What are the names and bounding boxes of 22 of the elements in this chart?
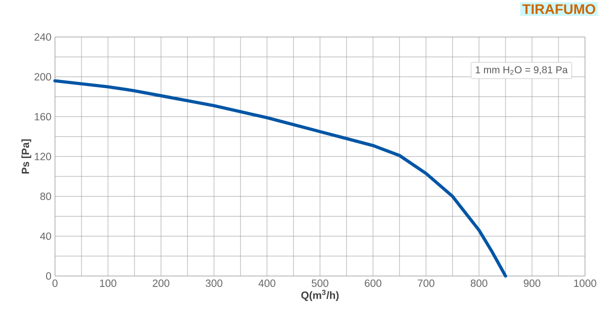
x-tick-label: 200: [152, 280, 170, 287]
y-tick-label: 80: [40, 192, 52, 200]
x-tick-label: 400: [258, 280, 276, 287]
x-tick-label: 500: [312, 280, 328, 287]
x-tick-label: 0: [52, 280, 58, 287]
x-tick-label: 100: [100, 280, 116, 287]
x-tick-label: 800: [470, 280, 488, 287]
x-tick-label: 700: [418, 280, 434, 287]
y-tick-label: 160: [34, 112, 52, 120]
x-tick-label: 900: [524, 280, 540, 287]
y-tick-label: 240: [34, 33, 52, 41]
x-axis-title: Q(m$^{3}$/h): [301, 290, 339, 302]
x-tick-label: 600: [364, 280, 382, 287]
y-tick-label: 40: [40, 232, 52, 240]
y-tick-label: 120: [34, 152, 52, 160]
x-tick-label: 300: [206, 280, 222, 287]
y-tick-label: 0: [46, 272, 52, 280]
y-tick-label: 200: [34, 73, 52, 81]
chart-title: TIRAFUMO: [522, 4, 596, 14]
y-axis-title: Ps [Pa]: [21, 139, 32, 174]
annotation: 1 mm H$_{2}$O = 9,81 Pa: [476, 66, 568, 75]
x-tick-label: 1000: [574, 280, 596, 287]
